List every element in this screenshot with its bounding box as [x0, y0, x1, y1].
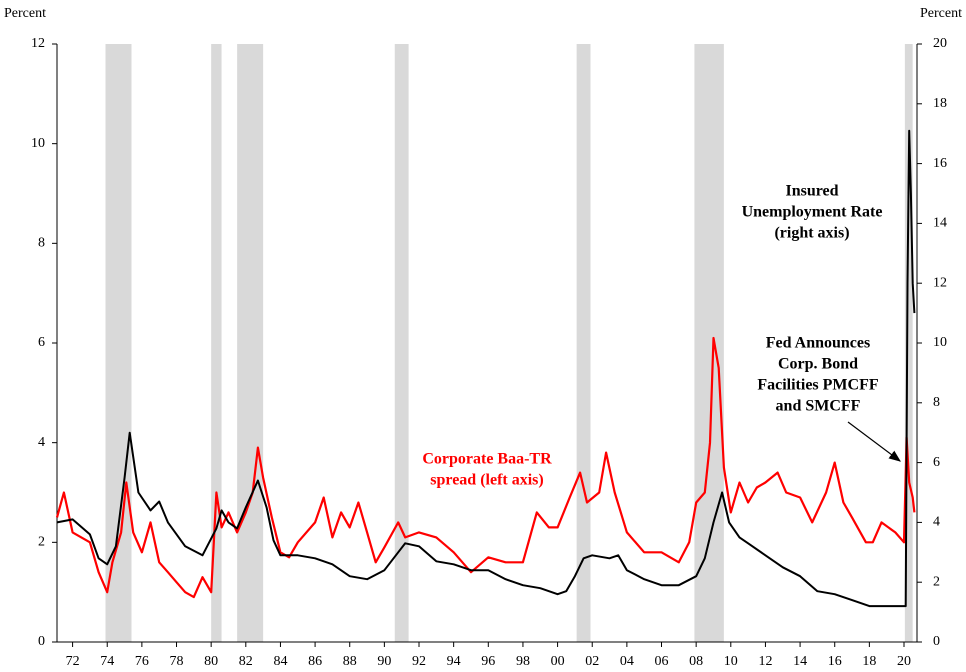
x-tick-label: 74	[100, 654, 114, 669]
y2-tick-label: 16	[933, 156, 947, 171]
recession-band	[576, 44, 591, 642]
recession-band	[904, 44, 913, 642]
x-tick-label: 06	[655, 654, 669, 669]
y-tick-label: 6	[38, 335, 45, 350]
x-tick-label: 14	[793, 654, 807, 669]
x-tick-label: 20	[897, 654, 911, 669]
x-tick-label: 18	[862, 654, 876, 669]
recession-band	[237, 44, 264, 642]
y-tick-label: 8	[38, 236, 45, 251]
recession-band	[105, 44, 132, 642]
x-tick-label: 92	[412, 654, 426, 669]
y-tick-label: 4	[38, 435, 45, 450]
annotation: Corporate Baa-TR	[422, 451, 552, 468]
y2-axis-label: Percent	[920, 6, 962, 21]
recession-band	[394, 44, 409, 642]
x-tick-label: 98	[516, 654, 530, 669]
x-tick-label: 84	[273, 654, 287, 669]
y2-tick-label: 0	[933, 634, 940, 649]
annotation-arrow	[847, 421, 901, 462]
annotation: Facilities PMCFF	[757, 377, 879, 394]
annotation: Unemployment Rate	[742, 204, 883, 221]
x-tick-label: 76	[135, 654, 149, 669]
x-tick-label: 00	[551, 654, 565, 669]
y2-tick-label: 6	[933, 455, 940, 470]
annotation: Fed Announces	[766, 335, 870, 352]
x-tick-label: 16	[828, 654, 842, 669]
annotation: Insured	[785, 183, 838, 200]
y2-tick-label: 10	[933, 335, 947, 350]
y2-tick-label: 4	[933, 515, 940, 530]
x-tick-label: 96	[481, 654, 495, 669]
x-tick-label: 04	[620, 654, 634, 669]
y2-tick-label: 14	[933, 216, 947, 231]
y-tick-label: 10	[31, 136, 45, 151]
y2-tick-label: 20	[933, 36, 947, 51]
series-line	[56, 129, 916, 608]
recession-band	[211, 44, 222, 642]
y2-tick-label: 12	[933, 275, 947, 290]
x-tick-label: 10	[724, 654, 738, 669]
x-tick-label: 82	[239, 654, 253, 669]
x-tick-label: 12	[758, 654, 772, 669]
y-tick-label: 12	[31, 36, 45, 51]
x-tick-label: 88	[343, 654, 357, 669]
recession-band	[694, 44, 724, 642]
y2-tick-label: 8	[933, 395, 940, 410]
annotation: Corp. Bond	[778, 356, 858, 373]
x-tick-label: 02	[585, 654, 599, 669]
y-tick-label: 2	[38, 535, 45, 550]
x-tick-label: 78	[170, 654, 184, 669]
y2-tick-label: 18	[933, 96, 947, 111]
series-line	[55, 336, 916, 599]
annotation: spread (left axis)	[430, 472, 543, 489]
annotation: (right axis)	[774, 225, 849, 242]
x-tick-label: 90	[377, 654, 391, 669]
y-axis-label: Percent	[4, 6, 46, 21]
x-tick-label: 08	[689, 654, 703, 669]
y2-tick-label: 2	[933, 574, 940, 589]
x-tick-label: 80	[204, 654, 218, 669]
annotation: and SMCFF	[776, 398, 861, 415]
x-tick-label: 72	[66, 654, 80, 669]
x-tick-label: 86	[308, 654, 322, 669]
x-tick-label: 94	[447, 654, 461, 669]
y-tick-label: 0	[38, 634, 45, 649]
